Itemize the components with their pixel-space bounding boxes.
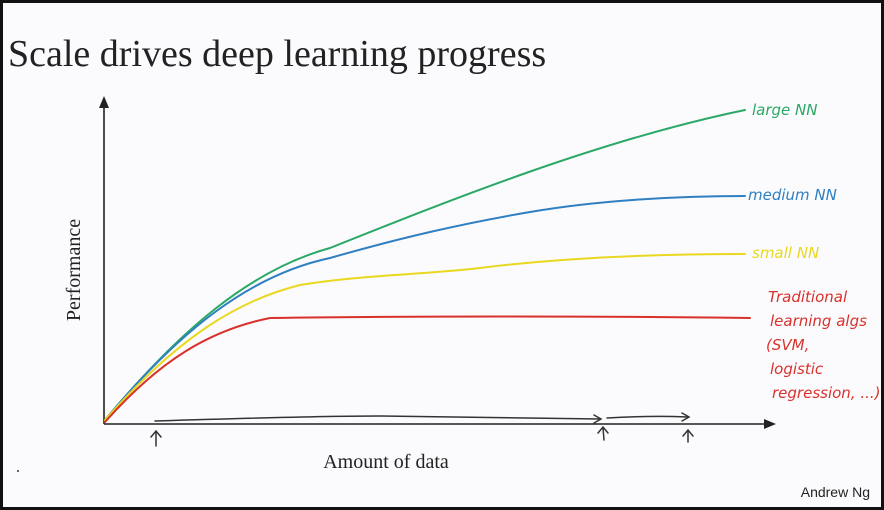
axes <box>99 96 776 429</box>
author: Andrew Ng <box>801 484 870 500</box>
curve-small <box>104 253 746 421</box>
label-line: regression, ...) <box>772 384 881 402</box>
label-line: learning algs <box>770 312 867 330</box>
curve-traditional <box>104 315 751 423</box>
curve-medium <box>104 195 746 421</box>
squiggle-arrow <box>681 412 691 422</box>
curve-label: large NN <box>752 101 818 119</box>
label-line: (SVM, <box>766 336 809 354</box>
label-line: medium NN <box>748 186 837 204</box>
y-arrow <box>99 96 109 108</box>
y-axis-label: Performance <box>63 219 85 321</box>
data-annotation <box>150 412 694 447</box>
up-arrow <box>682 428 694 443</box>
label-line: logistic <box>770 360 824 378</box>
x-axis-label: Amount of data <box>323 451 449 473</box>
label-line: Traditional <box>768 288 848 306</box>
label-line: small NN <box>752 244 819 262</box>
dot <box>17 470 19 472</box>
squiggle <box>606 415 689 419</box>
label-line: large NN <box>752 101 818 119</box>
slide-title: Scale drives deep learning progress <box>8 33 546 75</box>
up-arrow <box>597 425 609 441</box>
up-arrow <box>150 429 162 447</box>
curve-label: Traditional learning algs (SVM, logistic… <box>766 288 881 402</box>
squiggle-arrow <box>593 414 603 424</box>
curve-label: small NN <box>752 244 819 262</box>
curve-label: medium NN <box>748 186 837 204</box>
curves <box>104 109 751 423</box>
x-arrow <box>764 419 776 429</box>
curve-large <box>104 109 746 421</box>
squiggle <box>154 415 601 422</box>
curve-labels: large NN medium NN small NN Traditional … <box>748 101 881 402</box>
